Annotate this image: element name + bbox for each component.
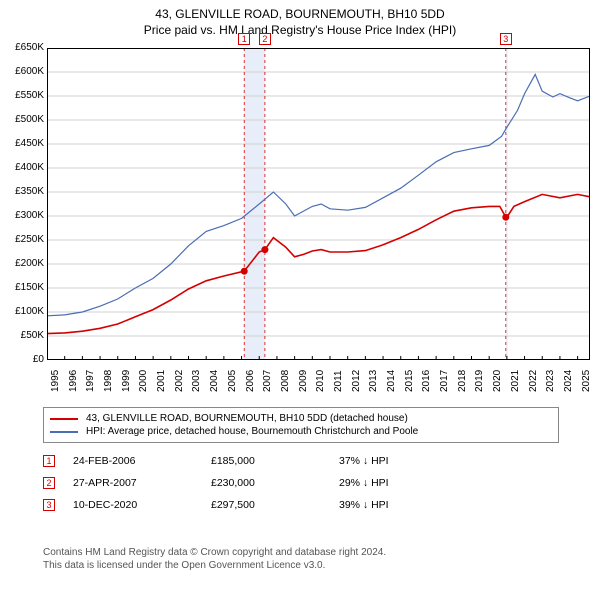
events-block: 1 24-FEB-2006 £185,000 37% ↓ HPI 2 27-AP… bbox=[43, 450, 559, 516]
xtick-label: 2011 bbox=[333, 370, 344, 392]
event-marker-box: 2 bbox=[259, 33, 271, 45]
xtick-label: 1995 bbox=[50, 370, 61, 392]
event-row-0: 1 24-FEB-2006 £185,000 37% ↓ HPI bbox=[43, 450, 559, 472]
chart-area bbox=[47, 48, 590, 360]
event-row-2: 3 10-DEC-2020 £297,500 39% ↓ HPI bbox=[43, 494, 559, 516]
xtick-label: 2006 bbox=[245, 370, 256, 392]
event-pct-0: 37% ↓ HPI bbox=[339, 455, 559, 467]
event-pct-1: 29% ↓ HPI bbox=[339, 477, 559, 489]
xtick-label: 2013 bbox=[368, 370, 379, 392]
xtick-label: 2021 bbox=[510, 370, 521, 392]
ytick-label: £100K bbox=[0, 306, 44, 317]
xtick-label: 2004 bbox=[209, 370, 220, 392]
ytick-label: £350K bbox=[0, 186, 44, 197]
chart-svg bbox=[47, 48, 590, 360]
ytick-label: £150K bbox=[0, 282, 44, 293]
xtick-label: 2008 bbox=[280, 370, 291, 392]
legend-swatch-1 bbox=[50, 431, 78, 433]
ytick-label: £650K bbox=[0, 42, 44, 53]
xtick-label: 2024 bbox=[563, 370, 574, 392]
xtick-label: 1998 bbox=[103, 370, 114, 392]
xtick-label: 2025 bbox=[581, 370, 592, 392]
xtick-label: 2023 bbox=[545, 370, 556, 392]
event-price-2: £297,500 bbox=[211, 499, 321, 511]
legend-label-0: 43, GLENVILLE ROAD, BOURNEMOUTH, BH10 5D… bbox=[86, 413, 408, 424]
xtick-label: 2007 bbox=[262, 370, 273, 392]
xtick-label: 2019 bbox=[474, 370, 485, 392]
event-price-0: £185,000 bbox=[211, 455, 321, 467]
legend-swatch-0 bbox=[50, 418, 78, 420]
xtick-label: 2020 bbox=[492, 370, 503, 392]
footnote-line-1: Contains HM Land Registry data © Crown c… bbox=[43, 546, 559, 559]
ytick-label: £200K bbox=[0, 258, 44, 269]
xtick-label: 2003 bbox=[191, 370, 202, 392]
ytick-label: £50K bbox=[0, 330, 44, 341]
xtick-label: 2022 bbox=[528, 370, 539, 392]
event-date-1: 27-APR-2007 bbox=[73, 477, 193, 489]
event-price-1: £230,000 bbox=[211, 477, 321, 489]
event-box-0: 1 bbox=[43, 455, 55, 467]
legend-box: 43, GLENVILLE ROAD, BOURNEMOUTH, BH10 5D… bbox=[43, 407, 559, 443]
event-row-1: 2 27-APR-2007 £230,000 29% ↓ HPI bbox=[43, 472, 559, 494]
page: 43, GLENVILLE ROAD, BOURNEMOUTH, BH10 5D… bbox=[0, 0, 600, 590]
ytick-label: £550K bbox=[0, 90, 44, 101]
ytick-label: £400K bbox=[0, 162, 44, 173]
event-date-0: 24-FEB-2006 bbox=[73, 455, 193, 467]
xtick-label: 2015 bbox=[404, 370, 415, 392]
ytick-label: £250K bbox=[0, 234, 44, 245]
ytick-label: £0 bbox=[0, 354, 44, 365]
xtick-label: 2010 bbox=[315, 370, 326, 392]
legend-row-1: HPI: Average price, detached house, Bour… bbox=[50, 425, 552, 438]
legend-label-1: HPI: Average price, detached house, Bour… bbox=[86, 426, 418, 437]
xtick-label: 2018 bbox=[457, 370, 468, 392]
xtick-label: 2012 bbox=[351, 370, 362, 392]
event-box-1: 2 bbox=[43, 477, 55, 489]
xtick-label: 2001 bbox=[156, 370, 167, 392]
event-pct-2: 39% ↓ HPI bbox=[339, 499, 559, 511]
ytick-label: £600K bbox=[0, 66, 44, 77]
ytick-label: £500K bbox=[0, 114, 44, 125]
xtick-label: 2000 bbox=[138, 370, 149, 392]
xtick-label: 1999 bbox=[121, 370, 132, 392]
footnote-line-2: This data is licensed under the Open Gov… bbox=[43, 559, 559, 572]
xtick-label: 2014 bbox=[386, 370, 397, 392]
event-marker-box: 1 bbox=[238, 33, 250, 45]
xtick-label: 2002 bbox=[174, 370, 185, 392]
xtick-label: 2016 bbox=[421, 370, 432, 392]
xtick-label: 1996 bbox=[68, 370, 79, 392]
ytick-label: £450K bbox=[0, 138, 44, 149]
title-line-1: 43, GLENVILLE ROAD, BOURNEMOUTH, BH10 5D… bbox=[0, 6, 600, 22]
footnote: Contains HM Land Registry data © Crown c… bbox=[43, 546, 559, 572]
xtick-label: 1997 bbox=[85, 370, 96, 392]
event-box-2: 3 bbox=[43, 499, 55, 511]
xtick-label: 2009 bbox=[298, 370, 309, 392]
ytick-label: £300K bbox=[0, 210, 44, 221]
event-marker-box: 3 bbox=[500, 33, 512, 45]
event-date-2: 10-DEC-2020 bbox=[73, 499, 193, 511]
legend-row-0: 43, GLENVILLE ROAD, BOURNEMOUTH, BH10 5D… bbox=[50, 412, 552, 425]
xtick-label: 2017 bbox=[439, 370, 450, 392]
xtick-label: 2005 bbox=[227, 370, 238, 392]
